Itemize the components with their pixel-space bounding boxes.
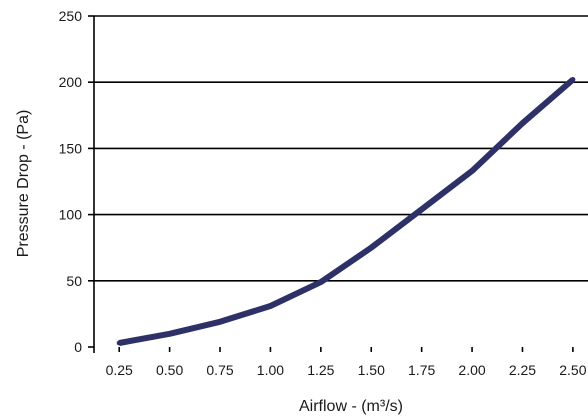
- axes-layer: [88, 15, 574, 353]
- data-point: [469, 168, 475, 174]
- x-tick-label: 1.50: [358, 362, 385, 378]
- data-point: [217, 319, 223, 325]
- data-point: [570, 77, 576, 83]
- x-tick-label: 0.50: [156, 362, 183, 378]
- data-point: [519, 120, 525, 126]
- x-tick-label: 1.25: [307, 362, 334, 378]
- y-axis-title: Pressure Drop - (Pa): [15, 110, 32, 258]
- x-tick-label: 1.00: [257, 362, 284, 378]
- y-tick-label: 100: [59, 207, 83, 223]
- series-line: [118, 77, 575, 346]
- x-tick-label: 1.75: [408, 362, 435, 378]
- data-point: [267, 303, 273, 309]
- labels-layer: Airflow - (m³/s) Pressure Drop - (Pa) 0 5…: [15, 8, 587, 415]
- x-axis-title: Airflow - (m³/s): [299, 398, 403, 415]
- x-tick-label: 2.50: [559, 362, 586, 378]
- data-point: [116, 340, 122, 346]
- data-point: [318, 279, 324, 285]
- series-layer: [116, 77, 576, 346]
- y-tick-label: 0: [74, 339, 82, 355]
- y-tick-label: 250: [59, 8, 83, 24]
- data-point: [368, 245, 374, 251]
- x-tick-label: 2.00: [458, 362, 485, 378]
- data-point: [167, 331, 173, 337]
- grid-layer: [94, 15, 588, 282]
- y-tick-label: 200: [59, 74, 83, 90]
- x-tick-label: 2.25: [509, 362, 536, 378]
- y-tick-label: 150: [59, 140, 83, 156]
- y-tick-label: 50: [66, 273, 82, 289]
- x-tick-label: 0.75: [206, 362, 233, 378]
- data-point: [419, 206, 425, 212]
- x-tick-label: 0.25: [106, 362, 133, 378]
